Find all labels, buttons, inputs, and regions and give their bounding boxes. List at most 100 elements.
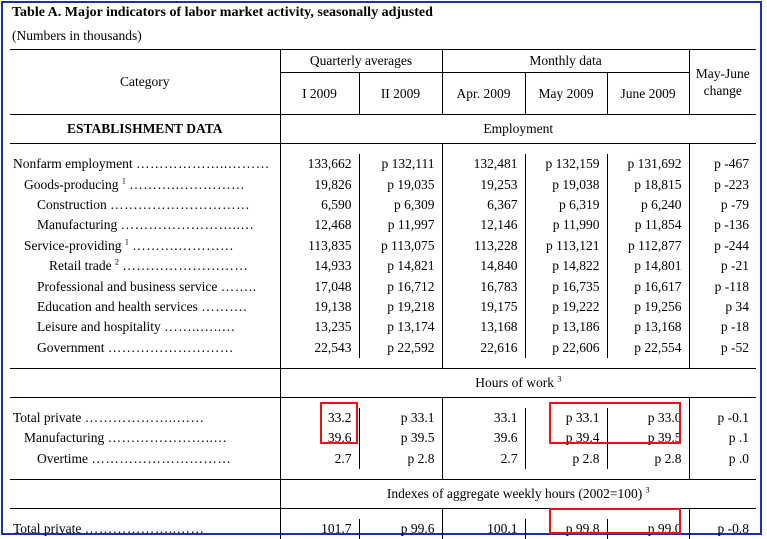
leader-dots: ……………………..… [120, 217, 255, 233]
footnote-marker: 1 [124, 237, 129, 247]
value-cell-may-2009: p 6,319 [524, 194, 608, 216]
row-label: Leisure and hospitality [37, 319, 161, 335]
value-cell-june-2009: p 131,692 [606, 154, 690, 175]
value-cell-may-2009: p 33.1 [524, 407, 608, 429]
leader-dots: ………………..…… [84, 521, 205, 537]
value-cell-q2-2009: p 19,218 [358, 296, 443, 318]
value-cell-q2-2009: p 16,712 [358, 276, 443, 297]
value-cell-apr-2009: 19,175 [441, 296, 526, 318]
value-cell-q2-2009: p 113,075 [358, 235, 443, 256]
value-cell-apr-2009: 33.1 [441, 407, 526, 429]
leader-dots: ……………………… [122, 258, 249, 274]
value-cell-apr-2009: 6,367 [441, 194, 526, 216]
value-cell-may-june-change: p .0 [688, 448, 757, 470]
employment-row: Professional and business service …….. 17… [10, 276, 757, 297]
value-cell-june-2009: p 19,256 [606, 296, 690, 318]
leader-dots: ………………………… [110, 196, 251, 212]
footnote-marker: 2 [114, 257, 119, 267]
value-cell-q2-2009: p 13,174 [358, 317, 443, 338]
monthly-data-header: Monthly data [441, 49, 690, 73]
row-label: Education and health services [37, 298, 198, 314]
value-cell-apr-2009: 19,253 [441, 174, 526, 195]
value-cell-apr-2009: 13,168 [441, 317, 526, 338]
employment-row: Goods-producing 1 ……….…………… 19,826 p 19,03… [10, 174, 757, 195]
row-label: Manufacturing [37, 217, 118, 233]
value-cell-may-june-change: p -223 [688, 174, 757, 195]
value-cell-june-2009: p 33.0 [606, 407, 690, 429]
value-cell-may-june-change: p -467 [688, 154, 757, 175]
row-label-cell: Total private ………………..…… [10, 519, 280, 539]
index-row: Total private ………………..…… 101.7 p 99.6 100.1… [10, 519, 757, 539]
value-cell-may-2009: p 19,222 [524, 296, 608, 318]
row-label: Manufacturing [24, 430, 105, 446]
value-cell-june-2009: p 6,240 [606, 194, 690, 216]
employment-section-heading: Employment [279, 114, 757, 144]
employment-row: Construction ………………………… 6,590 p 6,309 6,367… [10, 194, 757, 216]
leader-dots: …………………..… [107, 430, 228, 446]
leader-dots: ……………………… [107, 339, 234, 355]
employment-row: Government ……………………… 22,543 p 22,592 22,616… [10, 337, 757, 358]
value-cell-may-june-change: p -136 [688, 215, 757, 236]
row-label: Total private [13, 410, 82, 426]
row-label-cell: Manufacturing ……………………..… [10, 215, 280, 235]
leader-dots: ……..…..… [164, 319, 236, 335]
value-cell-apr-2009: 2.7 [441, 448, 526, 470]
category-header: Category [10, 49, 280, 115]
leader-dots: ………………..……… [135, 156, 270, 172]
row-label: Professional and business service [37, 278, 218, 294]
row-label: Total private [13, 521, 82, 537]
employment-row: Leisure and hospitality ……..…..… 13,235 p … [10, 317, 757, 338]
value-cell-may-june-change: p -118 [688, 276, 757, 297]
row-label: Overtime [37, 450, 88, 466]
value-cell-may-2009: p 11,990 [524, 215, 608, 236]
value-cell-q1-2009: 2.7 [279, 448, 359, 470]
value-cell-apr-2009: 132,481 [441, 154, 526, 175]
value-cell-june-2009: p 13,168 [606, 317, 690, 338]
value-cell-may-2009: p 39.4 [524, 428, 608, 449]
value-cell-apr-2009: 14,840 [441, 255, 526, 277]
employment-row: Education and health services ………. 19,138… [10, 296, 757, 318]
row-label-cell: Total private ………………..…… [10, 408, 280, 428]
value-cell-june-2009: p 39.5 [606, 428, 690, 449]
leader-dots: ………………………… [91, 450, 232, 466]
value-cell-apr-2009: 16,783 [441, 276, 526, 297]
establishment-data-heading: ESTABLISHMENT DATA [10, 114, 280, 144]
value-cell-may-june-change: p -0.1 [688, 407, 757, 429]
value-cell-q2-2009: p 39.5 [358, 428, 443, 449]
value-cell-q1-2009: 12,468 [279, 215, 359, 236]
employment-row: Manufacturing ……………………..… 12,468 p 11,997 1… [10, 215, 757, 236]
value-cell-may-2009: p 99.8 [524, 519, 608, 539]
value-cell-q2-2009: p 99.6 [358, 519, 443, 539]
leader-dots: ……….………… [132, 237, 235, 253]
leader-dots: ……….…………… [129, 176, 246, 192]
value-cell-q1-2009: 22,543 [279, 337, 359, 358]
row-label: Retail trade [49, 258, 112, 274]
value-cell-q1-2009: 19,138 [279, 296, 359, 318]
value-cell-q2-2009: p 14,821 [358, 255, 443, 277]
value-cell-may-june-change: p -0.8 [688, 519, 757, 539]
value-cell-q2-2009: p 6,309 [358, 194, 443, 216]
row-label: Service-providing [24, 237, 122, 253]
value-cell-may-june-change: p 34 [688, 296, 757, 318]
value-cell-q1-2009: 33.2 [279, 407, 359, 429]
value-cell-may-2009: p 2.8 [524, 448, 608, 470]
employment-row: Nonfarm employment ………………..……… 133,662 p 1… [10, 154, 757, 175]
row-label-cell: Construction ………………………… [10, 195, 280, 215]
quarterly-averages-header: Quarterly averages [279, 49, 443, 73]
value-cell-may-2009: p 19,038 [524, 174, 608, 195]
value-cell-apr-2009: 39.6 [441, 428, 526, 449]
value-cell-q1-2009: 19,826 [279, 174, 359, 195]
row-label-cell: Education and health services ………. [10, 297, 280, 317]
row-label-cell: Professional and business service …….. [10, 276, 280, 296]
value-cell-may-june-change: p -52 [688, 337, 757, 358]
hours-row: Overtime ………………………… 2.7 p 2.8 2.7 p 2.8 p 2.8… [10, 448, 757, 470]
row-label: Goods-producing [24, 176, 119, 192]
value-cell-apr-2009: 22,616 [441, 337, 526, 358]
col-header-apr-2009: Apr. 2009 [441, 72, 526, 115]
value-cell-may-2009: p 16,735 [524, 276, 608, 297]
row-label-cell: Goods-producing 1 ……….…………… [10, 174, 280, 194]
col-header-june-2009: June 2009 [606, 72, 690, 115]
employment-row: Service-providing 1 ……….………… 113,835 p 113… [10, 235, 757, 256]
value-cell-june-2009: p 22,554 [606, 337, 690, 358]
row-label-cell: Nonfarm employment ………………..……… [10, 154, 280, 174]
